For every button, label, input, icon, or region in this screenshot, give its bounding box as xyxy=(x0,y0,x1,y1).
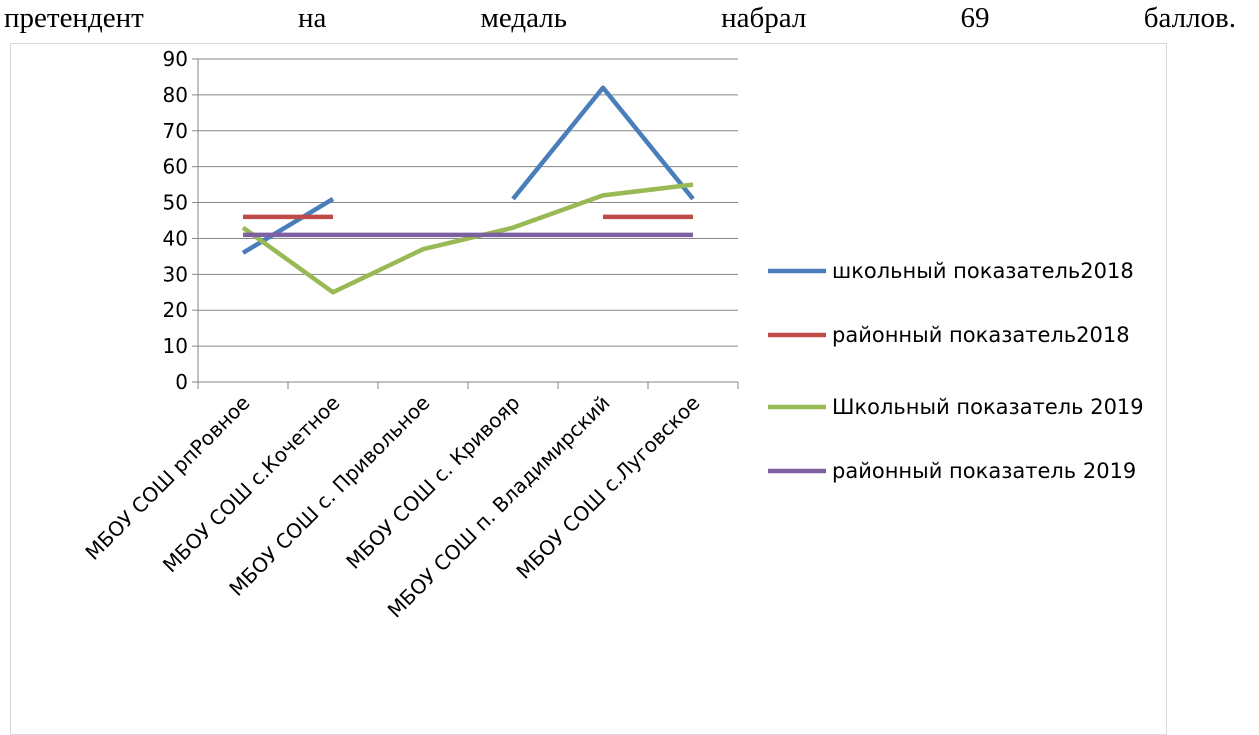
y-tick-label: 20 xyxy=(163,298,188,322)
word: претендент xyxy=(4,2,144,34)
legend-label: районный показатель 2019 xyxy=(832,459,1137,483)
legend-label: школьный показатель2018 xyxy=(832,259,1134,283)
y-tick-label: 40 xyxy=(163,226,188,250)
y-tick-label: 90 xyxy=(163,47,188,71)
x-tick-label: МБОУ СОШ рпРовное xyxy=(80,391,254,565)
y-tick-label: 80 xyxy=(163,83,188,107)
word: набрал xyxy=(721,2,807,34)
x-tick-label: МБОУ СОШ с.Луговское xyxy=(511,391,704,584)
page: претендент на медаль набрал 69 баллов. 0 10 20 3… xyxy=(4,2,1236,735)
word: медаль xyxy=(480,2,567,34)
series-line xyxy=(241,85,695,255)
y-tick-label: 0 xyxy=(175,370,188,394)
y-tick-label: 70 xyxy=(163,119,188,143)
word: баллов. xyxy=(1143,2,1236,34)
y-tick-label: 50 xyxy=(163,191,188,215)
y-tick-label: 10 xyxy=(163,334,188,358)
word: 69 xyxy=(960,2,990,34)
y-tick-label: 60 xyxy=(163,155,188,179)
word: на xyxy=(297,2,327,34)
y-tick-label: 30 xyxy=(163,262,188,286)
legend-label: Школьный показатель 2019 xyxy=(832,395,1144,419)
legend-label: районный показатель2018 xyxy=(832,323,1130,347)
text-line: претендент на медаль набрал 69 баллов. xyxy=(4,2,1236,35)
series-line xyxy=(241,182,694,295)
x-tick-label: МБОУ СОШ с. Кривояр xyxy=(341,391,524,574)
x-tick-label: МБОУ СОШ с.Кочетное xyxy=(158,391,345,578)
